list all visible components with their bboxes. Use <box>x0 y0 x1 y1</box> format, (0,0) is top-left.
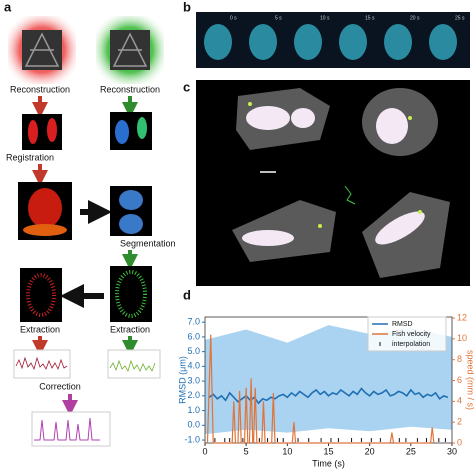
neuron-cluster <box>291 108 315 128</box>
trace <box>15 356 68 371</box>
brain <box>137 117 147 139</box>
neurons <box>115 270 147 318</box>
brain <box>429 24 457 60</box>
trace-box <box>31 411 111 447</box>
trace <box>34 417 100 441</box>
step-label: Extraction <box>110 324 150 334</box>
trace <box>109 359 156 372</box>
neuron-cluster <box>242 230 294 246</box>
panel-label: c <box>183 79 190 94</box>
x-axis-label: Time (s) <box>312 458 345 468</box>
trace-box <box>13 349 71 379</box>
step-label: Reconstruction <box>100 84 160 94</box>
step-label: Segmentation <box>120 238 176 248</box>
x-tick-label: 10 <box>282 446 292 456</box>
y-tick-label: 4.0 <box>187 361 200 371</box>
y-tick-label: 1.0 <box>187 405 200 415</box>
y-tick-label: 6.0 <box>187 331 200 341</box>
brain <box>339 24 367 60</box>
x-tick-label: 5 <box>244 446 249 456</box>
timelapse-strip <box>196 12 470 68</box>
neurons <box>26 273 56 317</box>
brain <box>23 224 67 236</box>
lenslet <box>112 32 148 67</box>
y-tick-label: 5.0 <box>187 346 200 356</box>
panel-d: d 0 5 10 15 20 25 30-1.00.01.02.03.04.05.06.07… <box>177 287 474 468</box>
panel-label: b <box>183 0 191 14</box>
brain-render <box>232 200 336 262</box>
y2-tick-label: 0 <box>457 437 462 447</box>
x-tick-label: 25 <box>406 446 416 456</box>
neuron <box>418 210 422 214</box>
brain <box>28 188 62 228</box>
legend-label: interpolation <box>392 341 430 348</box>
y2-tick-label: 4 <box>457 396 462 406</box>
y2-tick-label: 6 <box>457 375 462 385</box>
brain <box>119 214 143 234</box>
time-label: 15 s <box>365 15 375 21</box>
brain <box>204 24 232 60</box>
neuron-cluster <box>375 211 425 245</box>
x-tick-label: 20 <box>365 446 375 456</box>
neuron <box>248 102 252 106</box>
y-tick-label: 2.0 <box>187 390 200 400</box>
time-label: 25 s <box>455 15 465 21</box>
step-label: Registration <box>6 152 54 162</box>
y-tick-label: 0.0 <box>187 420 200 430</box>
brain <box>47 118 57 142</box>
panel-a: a Reconstruction Reconstruction Registra… <box>4 0 176 447</box>
time-label: 20 s <box>410 15 420 21</box>
y2-tick-label: 8 <box>457 354 462 364</box>
panel-label: d <box>183 287 191 302</box>
brain <box>28 120 38 144</box>
x-tick-label: 15 <box>323 446 333 456</box>
neuron-cluster <box>376 108 408 144</box>
brain <box>384 24 412 60</box>
y2-tick-label: 10 <box>457 333 467 343</box>
time-label: 0 s <box>230 15 237 21</box>
neuron <box>408 116 412 120</box>
series-line <box>206 334 435 444</box>
brain <box>249 24 277 60</box>
lenslet <box>24 32 60 67</box>
step-label: Reconstruction <box>10 84 70 94</box>
axis-glyph <box>344 185 356 205</box>
y2-tick-label: 12 <box>457 312 467 322</box>
trace-box <box>107 349 161 379</box>
y-tick-label: -1.0 <box>184 434 200 444</box>
panel-c: c <box>183 79 470 286</box>
legend-label: RMSD <box>392 321 413 328</box>
y-tick-label: 7.0 <box>187 317 200 327</box>
neuron-cluster <box>246 106 290 130</box>
brain <box>119 190 143 210</box>
time-label: 10 s <box>320 15 330 21</box>
rmsd-range <box>205 325 452 435</box>
time-label: 5 s <box>275 15 282 21</box>
panel-label: a <box>4 0 12 14</box>
brain <box>115 120 129 144</box>
step-label: Extraction <box>20 324 60 334</box>
neuron <box>318 224 322 228</box>
y2-tick-label: 2 <box>457 417 462 427</box>
y-tick-label: 3.0 <box>187 375 200 385</box>
y2-axis-label: speed (mm / s) <box>466 350 474 410</box>
x-tick-label: 30 <box>447 446 457 456</box>
panel-b: b 0 s 5 s 10 s 15 s 20 s 25 s <box>183 0 470 68</box>
legend-label: Fish velocity <box>392 331 431 338</box>
step-label: Correction <box>39 381 81 391</box>
x-tick-label: 0 <box>202 446 207 456</box>
series-line <box>208 387 449 405</box>
y-axis-label: RMSD (μm) <box>177 356 187 404</box>
brain <box>294 24 322 60</box>
